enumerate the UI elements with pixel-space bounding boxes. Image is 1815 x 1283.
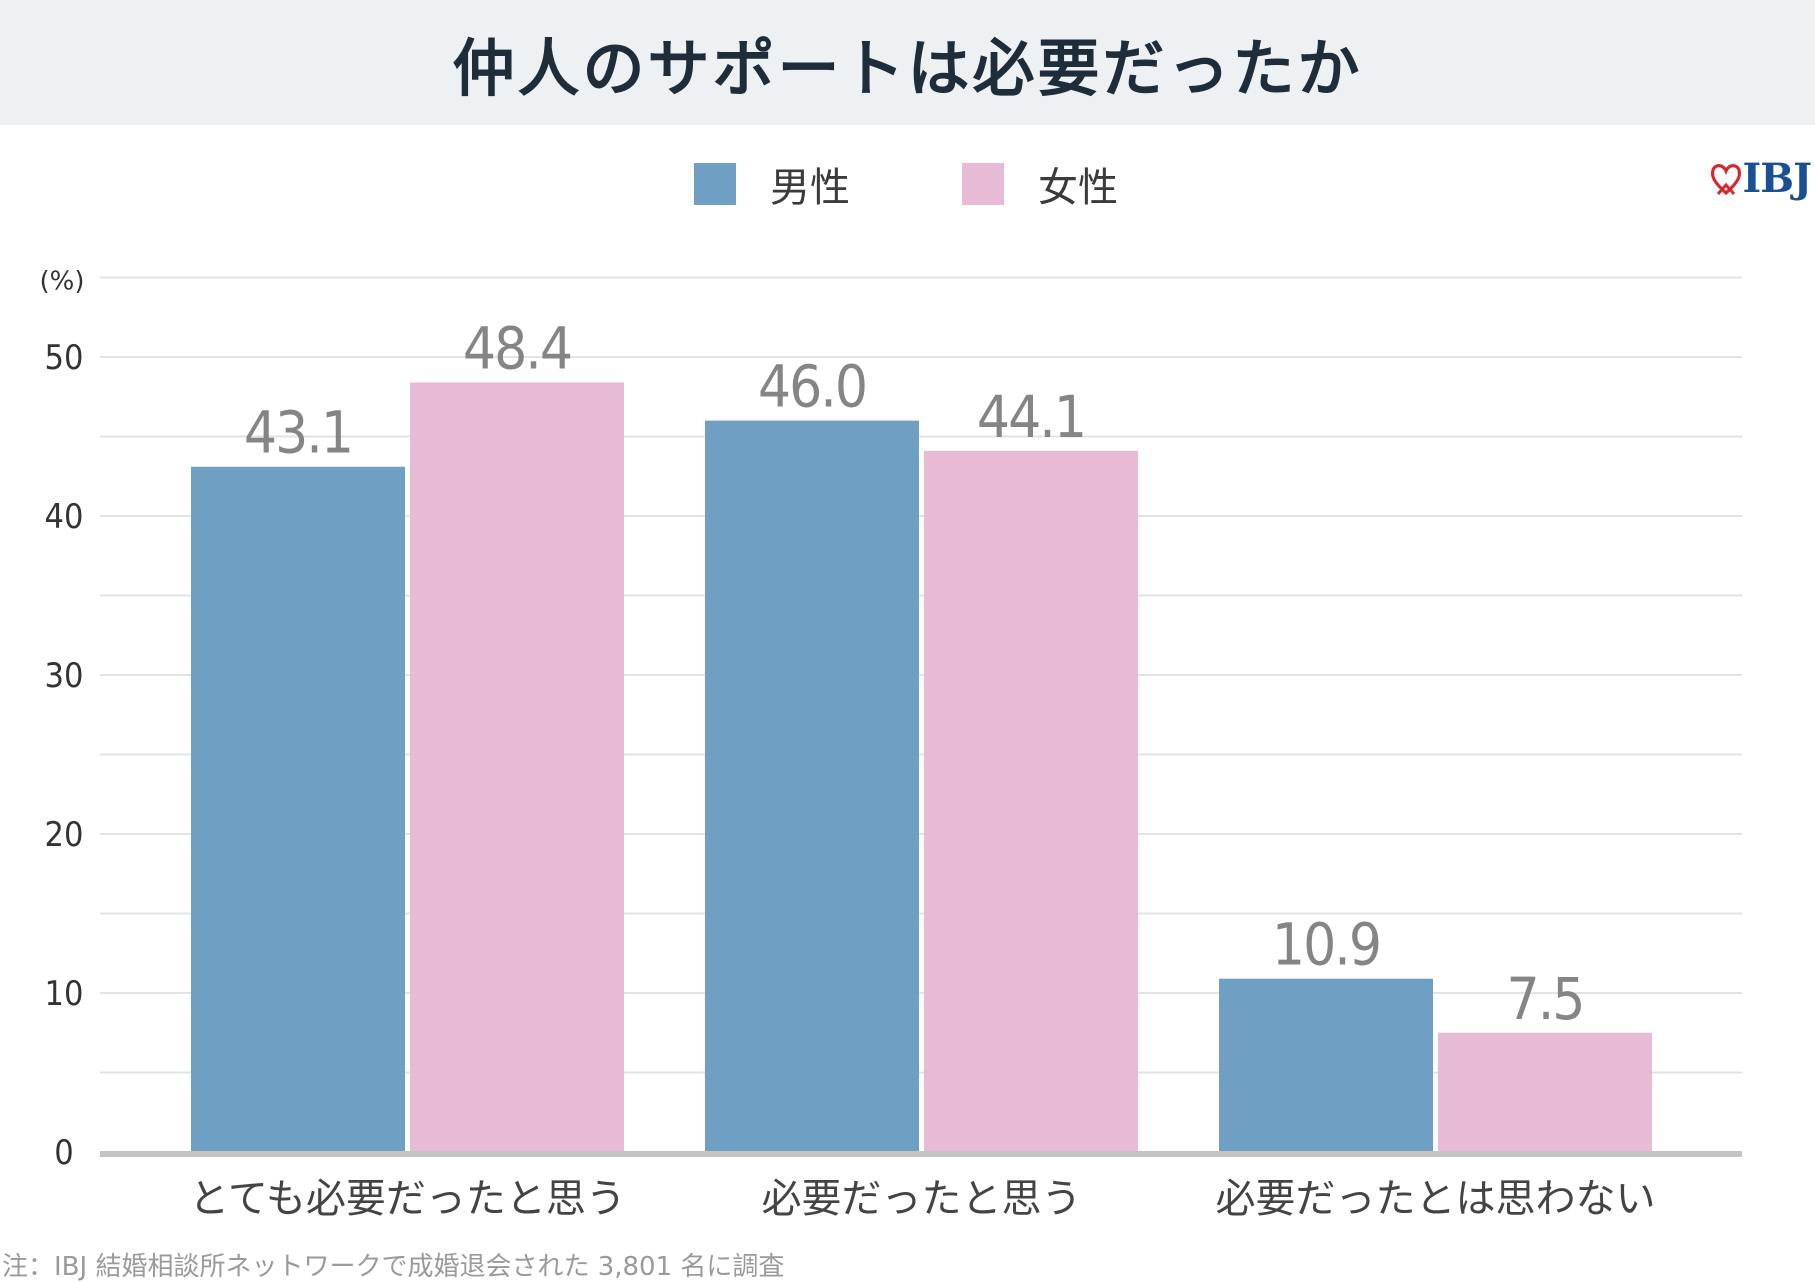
y-tick-label: 40 [45,497,84,537]
heart-icon [1710,163,1741,195]
y-axis-unit-label: (%) [40,267,85,297]
bar [410,382,624,1152]
chart-title: 仲人のサポートは必要だったか [452,31,1363,105]
y-tick-label: 50 [45,338,84,378]
title-bar: 仲人のサポートは必要だったか [0,0,1815,125]
legend-swatch-female [962,163,1004,205]
legend-swatch-male [694,163,736,205]
bar [1219,978,1433,1152]
bar-value-label: 46.0 [758,353,866,421]
footnote: 注：IBJ 結婚相談所ネットワークで成婚退会された 3,801 名に調査 [2,1252,785,1282]
bar-value-label: 7.5 [1507,965,1584,1033]
logo-text: IBJ [1742,155,1812,202]
x-category-label: 必要だったとは思わない [1216,1176,1656,1222]
x-category-label: 必要だったと思う [762,1176,1082,1222]
legend-item-male: 男性 [694,155,850,213]
bar [1438,1032,1652,1152]
bar-chart: 0 10 20 30 40 50 (%) 43.1 48.4 とても必要だったと思う 46.0 44.… [40,267,1742,1222]
y-tick-label: 20 [45,815,84,855]
bar-value-label: 44.1 [977,383,1085,451]
legend-item-female: 女性 [962,155,1118,213]
ibj-logo: IBJ [1709,155,1812,202]
x-category-label: とても必要だったと思う [189,1176,626,1222]
bar-value-label: 48.4 [463,314,571,382]
y-tick-label: 30 [45,656,84,696]
bar [924,450,1138,1152]
y-tick-label: 10 [45,974,84,1014]
bar-value-label: 10.9 [1272,911,1380,979]
legend-label-male: 男性 [770,165,850,211]
bar [705,420,919,1153]
bar-value-label: 43.1 [244,399,352,467]
y-tick-label: 0 [54,1133,73,1173]
bar [191,466,405,1153]
legend: 男性 女性 [0,155,1815,211]
legend-label-female: 女性 [1038,165,1118,211]
